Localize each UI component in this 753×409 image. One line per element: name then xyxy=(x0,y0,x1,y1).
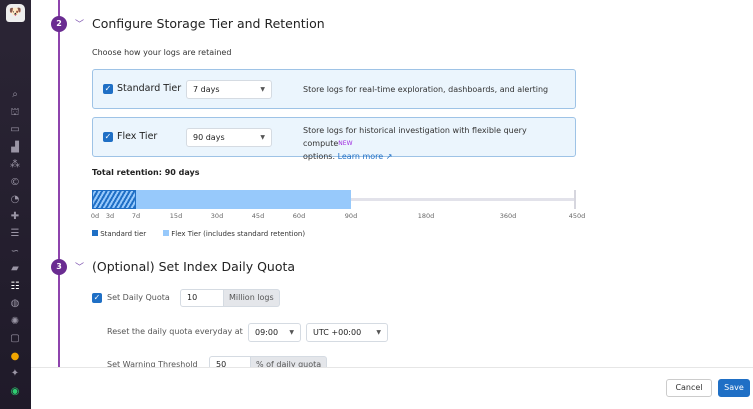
filter-icon[interactable]: ☰ xyxy=(10,228,20,239)
nodes-icon[interactable]: ⁂ xyxy=(10,159,20,170)
timeline-end xyxy=(574,190,576,209)
search-icon[interactable]: ⌕ xyxy=(12,89,18,100)
caret-down-icon: ▼ xyxy=(260,134,265,141)
step-2-badge: 2 xyxy=(51,16,67,32)
daily-quota-unit: Million logs xyxy=(224,289,280,307)
tick-label: 180d xyxy=(417,212,435,220)
puzzle-icon[interactable]: ✚ xyxy=(10,211,20,222)
bug-icon[interactable]: ✺ xyxy=(10,316,20,327)
total-retention: Total retention: 90 days xyxy=(92,168,200,177)
caret-down-icon: ▼ xyxy=(260,86,265,93)
flex-tier-select[interactable]: 90 days ▼ xyxy=(186,128,272,147)
route-icon[interactable]: ∽ xyxy=(10,246,20,257)
flex-tier-value: 90 days xyxy=(193,133,225,142)
daily-quota-input[interactable]: 10 xyxy=(180,289,224,307)
tick-label: 45d xyxy=(251,212,265,220)
step-3-badge: 3 xyxy=(51,259,67,275)
gauge-icon[interactable]: ◔ xyxy=(10,194,20,205)
footer: Cancel Save xyxy=(31,367,753,409)
external-link-icon: ↗ xyxy=(385,152,393,161)
reset-time-select[interactable]: 09:00 ▼ xyxy=(248,323,301,342)
window-icon[interactable]: ▭ xyxy=(10,124,20,135)
step-3-title: (Optional) Set Index Daily Quota xyxy=(92,259,296,274)
standard-tier-description: Store logs for real-time exploration, da… xyxy=(303,85,549,94)
standard-tier-value: 7 days xyxy=(193,85,220,94)
step-connector xyxy=(58,0,60,367)
chart-icon[interactable]: ▟ xyxy=(11,142,19,153)
logs-icon[interactable]: ☷ xyxy=(10,281,20,292)
tick-label: 360d xyxy=(499,212,517,220)
new-badge: NEW xyxy=(338,140,353,147)
standard-tier-bar xyxy=(92,190,136,209)
tick-label: 450d xyxy=(568,212,586,220)
tick-label: 15d xyxy=(169,212,183,220)
legend-flex: Flex Tier (includes standard retention) xyxy=(163,230,305,238)
timezone-select[interactable]: UTC +00:00 ▼ xyxy=(306,323,388,342)
flex-tier-description: Store logs for historical investigation … xyxy=(303,126,527,161)
avatar-icon[interactable]: ◉ xyxy=(10,386,20,397)
book-icon[interactable]: ▰ xyxy=(11,263,19,274)
caret-down-icon: ▼ xyxy=(289,329,294,336)
flex-tier-card: ✓ Flex Tier 90 days ▼ Store logs for hist… xyxy=(92,117,576,161)
standard-tier-select[interactable]: 7 days ▼ xyxy=(186,80,272,99)
standard-tier-label: Standard Tier xyxy=(117,83,182,94)
save-button[interactable]: Save xyxy=(718,379,750,397)
tick-label: 7d xyxy=(131,212,141,220)
chevron-down-icon[interactable]: ﹀ xyxy=(75,263,85,273)
warning-threshold-label: Set Warning Threshold xyxy=(107,360,198,369)
daily-quota-label: Set Daily Quota xyxy=(107,293,170,302)
standard-tier-checkbox[interactable]: ✓ xyxy=(103,84,113,94)
learn-more-link[interactable]: Learn more ↗ xyxy=(337,152,393,161)
standard-tier-card: ✓ Standard Tier 7 days ▼ Store logs for r… xyxy=(92,69,576,109)
legend-swatch xyxy=(92,230,98,236)
flex-tier-checkbox[interactable]: ✓ xyxy=(103,132,113,142)
binoculars-icon[interactable]: ⛫ xyxy=(10,107,20,118)
chat-icon[interactable]: ▢ xyxy=(10,333,20,344)
sidebar: 🐶 ⌕ ⛫ ▭ ▟ ⁂ © ◔ ✚ ☰ ∽ ▰ ☷ ◍ ✺ ▢ ● ✦ ◉ xyxy=(0,0,31,409)
circle-c-icon[interactable]: © xyxy=(10,177,20,188)
cancel-button[interactable]: Cancel xyxy=(666,379,712,397)
help-icon[interactable]: ● xyxy=(10,351,20,362)
daily-quota-checkbox[interactable]: ✓ xyxy=(92,293,102,303)
tick-label: 90d xyxy=(344,212,358,220)
legend-swatch xyxy=(163,230,169,236)
tick-label: 0d xyxy=(90,212,100,220)
retention-timeline xyxy=(92,190,576,209)
flex-tier-label: Flex Tier xyxy=(117,131,158,142)
step-2-subtitle: Choose how your logs are retained xyxy=(92,48,232,57)
reset-label: Reset the daily quota everyday at xyxy=(107,327,243,336)
caret-down-icon: ▼ xyxy=(376,329,381,336)
logo-icon[interactable]: 🐶 xyxy=(6,4,25,22)
legend-standard: Standard tier xyxy=(92,230,146,238)
chevron-down-icon[interactable]: ﹀ xyxy=(75,20,85,30)
tick-label: 30d xyxy=(210,212,224,220)
tick-label: 60d xyxy=(292,212,306,220)
tick-label: 3d xyxy=(105,212,115,220)
flex-tier-bar xyxy=(92,190,351,209)
sparkle-icon[interactable]: ✦ xyxy=(10,368,20,379)
step-2-title: Configure Storage Tier and Retention xyxy=(92,16,325,31)
shield-icon[interactable]: ◍ xyxy=(10,298,20,309)
